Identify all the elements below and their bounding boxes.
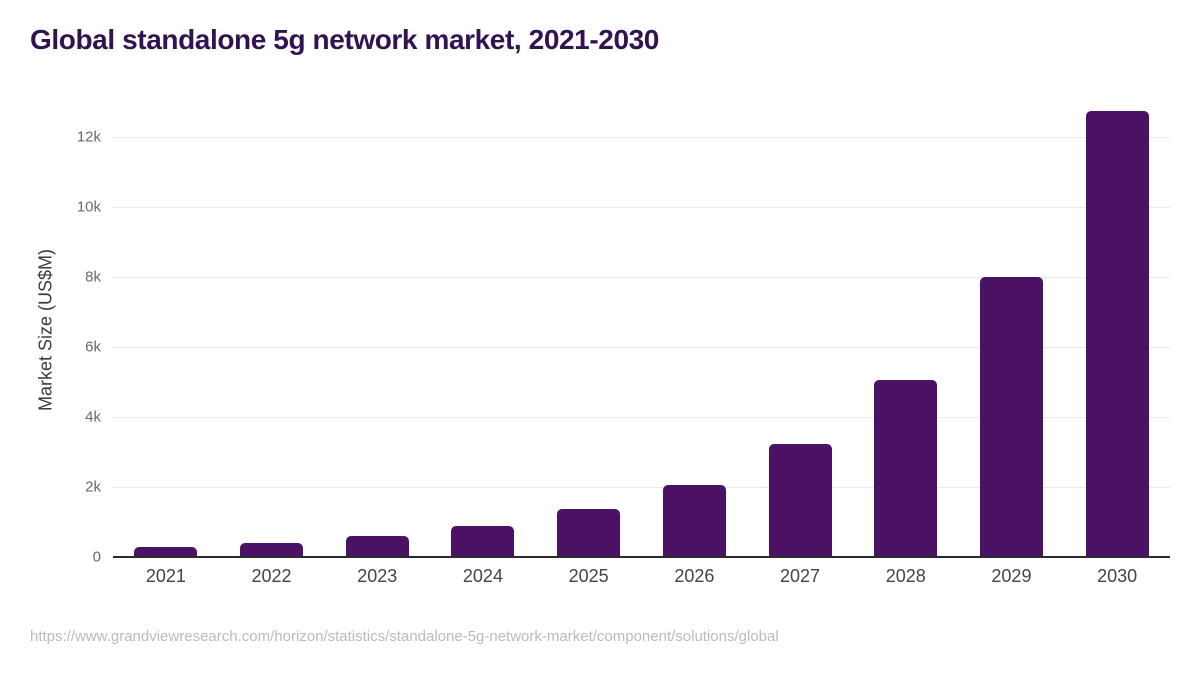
x-tick-label: 2030 (1097, 566, 1138, 586)
y-tick-label: 10k (76, 198, 101, 216)
x-tick-labels: 2021 2022 2023 2024 2025 2026 2027 2028 2029 2030 (113, 566, 1170, 594)
bar-2029[interactable] (979, 277, 1043, 557)
x-tick-label: 2021 (145, 566, 186, 586)
y-tick-label: 0 (92, 548, 101, 566)
bar-2024[interactable] (451, 526, 515, 557)
y-tick-label: 2k (85, 478, 101, 496)
bar-2026[interactable] (662, 485, 726, 557)
x-tick-label: 2029 (991, 566, 1032, 586)
x-tick-label: 2027 (780, 566, 821, 586)
x-tick-label: 2026 (674, 566, 715, 586)
y-tick-label: 6k (85, 338, 101, 356)
gridline (113, 276, 1170, 278)
bar-2027[interactable] (768, 443, 832, 557)
bar-2022[interactable] (240, 543, 304, 557)
bar-2023[interactable] (345, 536, 409, 557)
bar-2025[interactable] (557, 508, 621, 557)
x-tick-label: 2022 (251, 566, 292, 586)
y-tick-label: 12k (76, 128, 101, 146)
y-tick-label: 8k (85, 268, 101, 286)
x-tick-label: 2025 (568, 566, 609, 586)
x-tick-label: 2024 (462, 566, 503, 586)
gridline (113, 206, 1170, 208)
gridline (113, 346, 1170, 348)
y-axis-title: Market Size (US$M) (35, 248, 56, 412)
plot-area: 0 2k 4k 6k 8k 10k 12k (77, 100, 1170, 566)
x-tick-label: 2028 (885, 566, 926, 586)
bar-2028[interactable] (874, 379, 938, 557)
bar-2030[interactable] (1085, 111, 1149, 557)
gridline (113, 486, 1170, 488)
y-tick-label: 4k (85, 408, 101, 426)
gridline (113, 416, 1170, 418)
x-axis-line (113, 556, 1170, 558)
source-url: https://www.grandviewresearch.com/horizo… (30, 628, 779, 645)
bar-2021[interactable] (134, 547, 198, 557)
gridline (113, 136, 1170, 138)
chart-title: Global standalone 5g network market, 202… (30, 24, 659, 55)
x-tick-label: 2023 (357, 566, 398, 586)
